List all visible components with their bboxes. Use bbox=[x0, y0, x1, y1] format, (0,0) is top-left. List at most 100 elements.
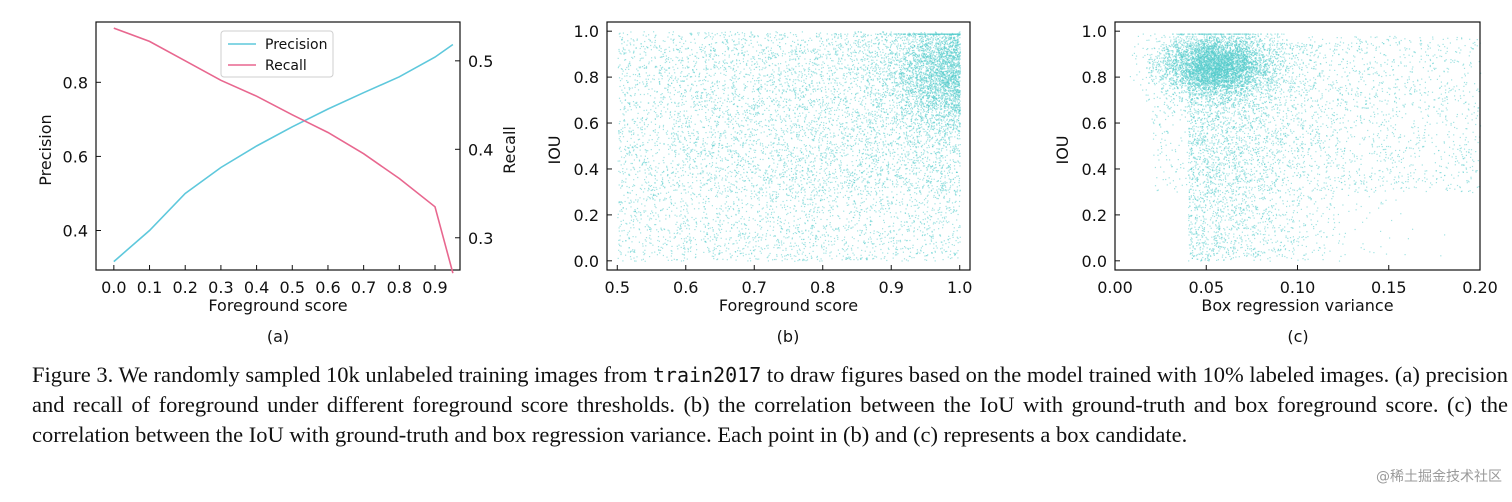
scatter-point bbox=[820, 154, 822, 156]
scatter-point bbox=[903, 78, 905, 81]
scatter-point bbox=[738, 210, 740, 212]
scatter-point bbox=[695, 226, 697, 228]
scatter-point bbox=[711, 81, 714, 83]
scatter-point bbox=[825, 231, 827, 233]
scatter-point bbox=[825, 122, 827, 124]
scatter-point bbox=[740, 218, 742, 220]
legend-precision-label: Precision bbox=[265, 37, 327, 53]
scatter-point bbox=[852, 111, 854, 113]
scatter-point bbox=[673, 38, 675, 40]
scatter-point bbox=[804, 159, 806, 161]
scatter-point bbox=[638, 228, 640, 230]
scatter-point bbox=[836, 54, 838, 56]
scatter-point bbox=[678, 176, 680, 179]
scatter-point bbox=[680, 51, 683, 53]
scatter-point bbox=[700, 152, 703, 154]
scatter-point bbox=[806, 44, 808, 46]
scatter-point bbox=[707, 228, 710, 230]
scatter-point bbox=[832, 78, 834, 80]
scatter-point bbox=[769, 33, 771, 35]
scatter-point bbox=[949, 150, 951, 152]
scatter-point bbox=[793, 208, 795, 210]
scatter-point bbox=[928, 140, 931, 142]
scatter-point bbox=[686, 48, 688, 50]
scatter-point bbox=[947, 124, 949, 126]
scatter-point bbox=[830, 150, 832, 152]
scatter-point bbox=[944, 116, 946, 118]
scatter-point bbox=[688, 228, 690, 230]
scatter-point bbox=[800, 50, 802, 52]
scatter-point bbox=[840, 45, 842, 47]
scatter-point bbox=[893, 236, 895, 239]
scatter-point bbox=[847, 140, 849, 142]
scatter-point bbox=[858, 164, 860, 166]
scatter-point bbox=[839, 151, 841, 154]
scatter-point bbox=[788, 222, 790, 224]
scatter-point bbox=[718, 81, 720, 83]
scatter-point bbox=[723, 131, 725, 133]
scatter-point bbox=[912, 57, 915, 59]
scatter-point bbox=[939, 124, 941, 126]
scatter-point bbox=[919, 190, 921, 192]
scatter-point bbox=[930, 54, 932, 56]
scatter-point bbox=[894, 43, 896, 45]
scatter-point bbox=[806, 182, 808, 184]
scatter-point bbox=[858, 46, 860, 48]
scatter-point bbox=[900, 44, 902, 46]
scatter-point bbox=[916, 167, 918, 169]
scatter-point bbox=[761, 49, 763, 51]
scatter-point bbox=[932, 75, 934, 77]
scatter-point bbox=[719, 221, 721, 223]
scatter-point bbox=[714, 184, 716, 186]
scatter-point bbox=[795, 255, 797, 257]
scatter-point bbox=[882, 228, 884, 230]
scatter-point bbox=[807, 50, 809, 52]
scatter-point bbox=[917, 207, 919, 209]
scatter-point bbox=[779, 247, 781, 249]
scatter-point bbox=[920, 87, 922, 89]
scatter-point bbox=[862, 190, 864, 192]
scatter-point bbox=[811, 39, 813, 41]
scatter-point bbox=[932, 169, 934, 171]
scatter-point bbox=[786, 143, 788, 145]
scatter-point bbox=[669, 195, 672, 197]
scatter-point bbox=[681, 130, 683, 133]
scatter-point bbox=[924, 213, 926, 215]
scatter-point bbox=[747, 74, 749, 76]
scatter-point bbox=[681, 57, 683, 59]
scatter-point bbox=[784, 255, 786, 257]
scatter-point bbox=[941, 42, 943, 44]
scatter-point bbox=[802, 39, 804, 41]
scatter-point bbox=[654, 144, 656, 147]
scatter-point bbox=[650, 189, 652, 192]
scatter-point bbox=[945, 99, 948, 101]
scatter-point bbox=[945, 41, 947, 43]
scatter-point bbox=[932, 46, 935, 49]
scatter-point bbox=[956, 175, 958, 177]
scatter-point bbox=[944, 181, 946, 183]
scatter-point bbox=[874, 137, 876, 139]
scatter-point bbox=[664, 186, 666, 188]
scatter-point bbox=[900, 76, 902, 78]
scatter-point bbox=[643, 210, 645, 212]
scatter-point bbox=[708, 189, 710, 191]
scatter-point bbox=[941, 51, 943, 53]
scatter-point bbox=[724, 157, 726, 159]
scatter-point bbox=[696, 180, 698, 182]
scatter-point bbox=[739, 72, 741, 75]
scatter-point bbox=[857, 76, 859, 78]
scatter-point bbox=[766, 89, 768, 92]
scatter-point bbox=[898, 133, 900, 135]
scatter-point bbox=[932, 39, 934, 41]
scatter-point bbox=[649, 227, 651, 229]
scatter-point bbox=[743, 164, 745, 166]
scatter-point bbox=[874, 66, 876, 68]
scatter-point bbox=[764, 52, 766, 55]
scatter-point bbox=[926, 82, 928, 84]
scatter-point bbox=[819, 40, 821, 42]
scatter-point bbox=[757, 77, 759, 79]
scatter-point bbox=[950, 93, 952, 95]
scatter-point bbox=[775, 195, 777, 198]
scatter-point bbox=[934, 76, 936, 78]
scatter-point bbox=[821, 234, 823, 236]
